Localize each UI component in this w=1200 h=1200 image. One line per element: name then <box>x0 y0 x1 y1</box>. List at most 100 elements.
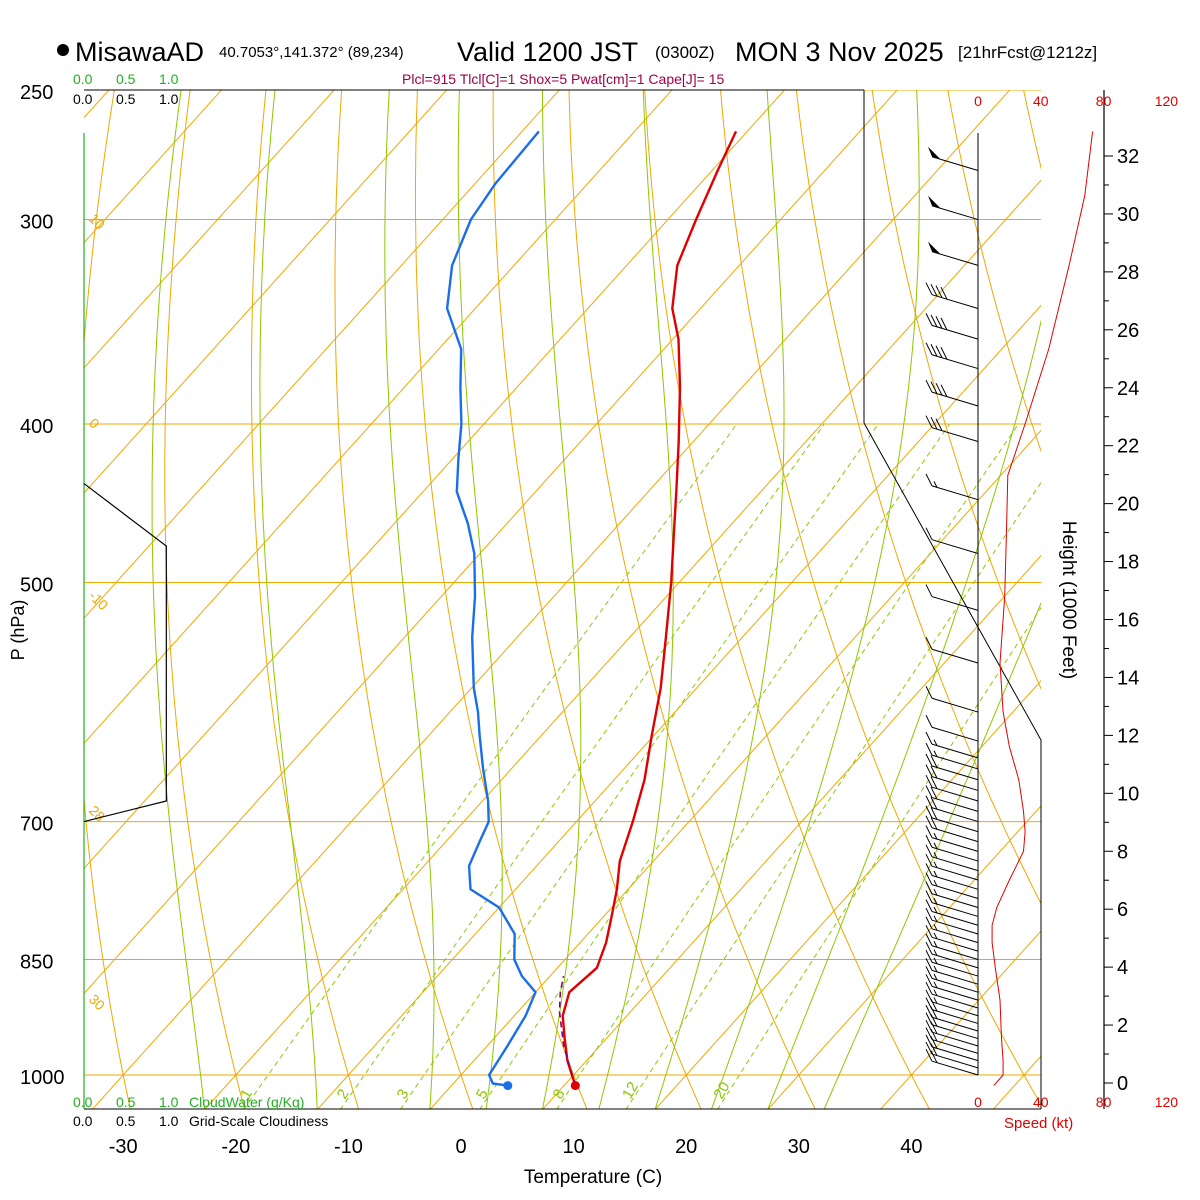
frame-diagonal <box>863 422 1042 1109</box>
mixing-ratio-label: 8 <box>550 1086 569 1102</box>
temperature-tick-label: -20 <box>221 1136 250 1158</box>
x-axis-label: Temperature (C) <box>524 1167 662 1188</box>
wind-barb <box>925 742 979 770</box>
height-tick-label: 14 <box>1117 667 1139 689</box>
wind-barb <box>925 863 979 890</box>
moist-adiabat <box>598 90 674 1109</box>
wind-barb <box>925 941 979 969</box>
pressure-tick-label: 700 <box>20 814 53 836</box>
height-tick-label: 4 <box>1117 957 1128 979</box>
isotherm-line <box>654 680 1041 1109</box>
valid-date: MON 3 Nov 2025 <box>735 37 944 67</box>
stability-indices: Plcl=915 Tlcl[C]=1 Shox=5 Pwat[cm]=1 Cap… <box>402 71 725 87</box>
wind-barb <box>925 1034 979 1062</box>
mixing-ratio-line <box>340 423 825 1109</box>
surface-temperature-point <box>570 1081 580 1091</box>
height-tick-label: 30 <box>1117 204 1139 226</box>
wind-barb <box>925 974 979 1001</box>
moist-adiabat <box>384 90 435 1109</box>
wind-barb <box>925 853 979 881</box>
mixing-ratio-label: 2 <box>334 1086 353 1102</box>
height-tick-label: 12 <box>1117 725 1139 747</box>
height-tick-label: 2 <box>1117 1015 1128 1037</box>
cloudiness-tick-bottom: 0.5 <box>116 1113 136 1129</box>
wind-barb <box>928 146 979 172</box>
wind-barb <box>925 872 979 899</box>
wind-barb <box>925 907 979 935</box>
forecast-label: [21hrFcst@1212z] <box>958 43 1097 62</box>
dry-adiabat <box>492 90 702 1109</box>
height-tick-label: 16 <box>1117 610 1139 632</box>
height-tick-label: 10 <box>1117 783 1139 805</box>
temperature-tick-label: -10 <box>334 1136 363 1158</box>
height-tick-label: 20 <box>1117 494 1139 516</box>
height-tick-label: 0 <box>1117 1073 1128 1095</box>
mixing-ratio-line <box>400 423 879 1109</box>
pressure-tick-label: 1000 <box>20 1067 65 1089</box>
wind-barb <box>925 933 979 961</box>
wind-barb <box>925 966 979 993</box>
temperature-tick-label: 20 <box>675 1136 697 1158</box>
pressure-tick-label: 500 <box>20 575 53 597</box>
mixing-ratio-label: 20 <box>710 1079 733 1102</box>
wind-barb <box>925 958 979 985</box>
moist-adiabat <box>151 90 206 1109</box>
isotherm-line <box>992 1055 1041 1109</box>
cloudwater-tick-bottom: 0.0 <box>73 1094 93 1110</box>
parcel-line <box>558 975 577 1086</box>
wind-barb <box>925 950 979 977</box>
dry-adiabat <box>334 90 474 1109</box>
wind-barb <box>925 925 979 952</box>
height-tick-label: 6 <box>1117 899 1128 921</box>
wind-barb <box>928 241 979 266</box>
y-axis-label: P (hPa) <box>8 600 28 661</box>
dry-adiabat <box>947 90 1041 453</box>
wind-barb <box>925 753 979 781</box>
wind-barb <box>925 1041 979 1069</box>
temperature-tick-label: 0 <box>455 1136 466 1158</box>
wind-barb <box>925 899 979 926</box>
isotherm-line <box>317 304 1041 1109</box>
mixing-ratio-line <box>625 481 1041 1109</box>
isotherm-label: 10 <box>86 210 108 232</box>
height-tick-label: 24 <box>1117 378 1139 400</box>
wind-barb <box>925 527 979 554</box>
cloudwater-tick-bottom: 1.0 <box>159 1094 179 1110</box>
temperature-tick-label: 10 <box>562 1136 584 1158</box>
speed-tick-top: 80 <box>1096 93 1112 109</box>
wind-barb <box>925 342 979 370</box>
cloudiness-tick-top: 0.5 <box>116 91 136 107</box>
dry-adiabat <box>1093 61 1200 1110</box>
isotherm-line <box>84 90 223 244</box>
dry-adiabat <box>1023 90 1041 170</box>
isotherm-label: 30 <box>86 991 108 1013</box>
cloudiness-tick-top: 0.0 <box>73 91 93 107</box>
wind-barb <box>925 1027 979 1054</box>
speed-label: Speed (kt) <box>1004 1115 1073 1132</box>
title-block: MisawaAD 40.7053°,141.372° (89,234) Vali… <box>57 37 1097 87</box>
isotherm-line <box>91 90 1011 1109</box>
pressure-tick-label: 300 <box>20 212 53 234</box>
mixing-ratio-line <box>556 423 1019 1109</box>
cloudwater-tick-top: 0.5 <box>116 71 136 87</box>
dry-adiabat <box>414 90 588 1109</box>
dry-adiabat <box>164 90 245 1109</box>
cloudiness-tick-bottom: 1.0 <box>159 1113 179 1129</box>
isotherm-line <box>204 179 1041 1109</box>
pressure-tick-label: 850 <box>20 952 53 974</box>
wind-barb <box>925 890 979 917</box>
cloudwater-tick-top: 1.0 <box>159 71 179 87</box>
wind-barb <box>925 313 979 340</box>
station-name: MisawaAD <box>75 37 204 67</box>
height-tick-label: 8 <box>1117 841 1128 863</box>
wind-barb <box>925 379 979 407</box>
valid-utc: (0300Z) <box>655 43 715 62</box>
wind-barb <box>925 764 979 791</box>
speed-tick-top: 40 <box>1033 93 1049 109</box>
cloudwater-tick-bottom: 0.5 <box>116 1094 136 1110</box>
mixing-ratio-line <box>479 423 951 1109</box>
surface-dewpoint-point <box>503 1081 513 1091</box>
wind-barb <box>925 881 979 908</box>
